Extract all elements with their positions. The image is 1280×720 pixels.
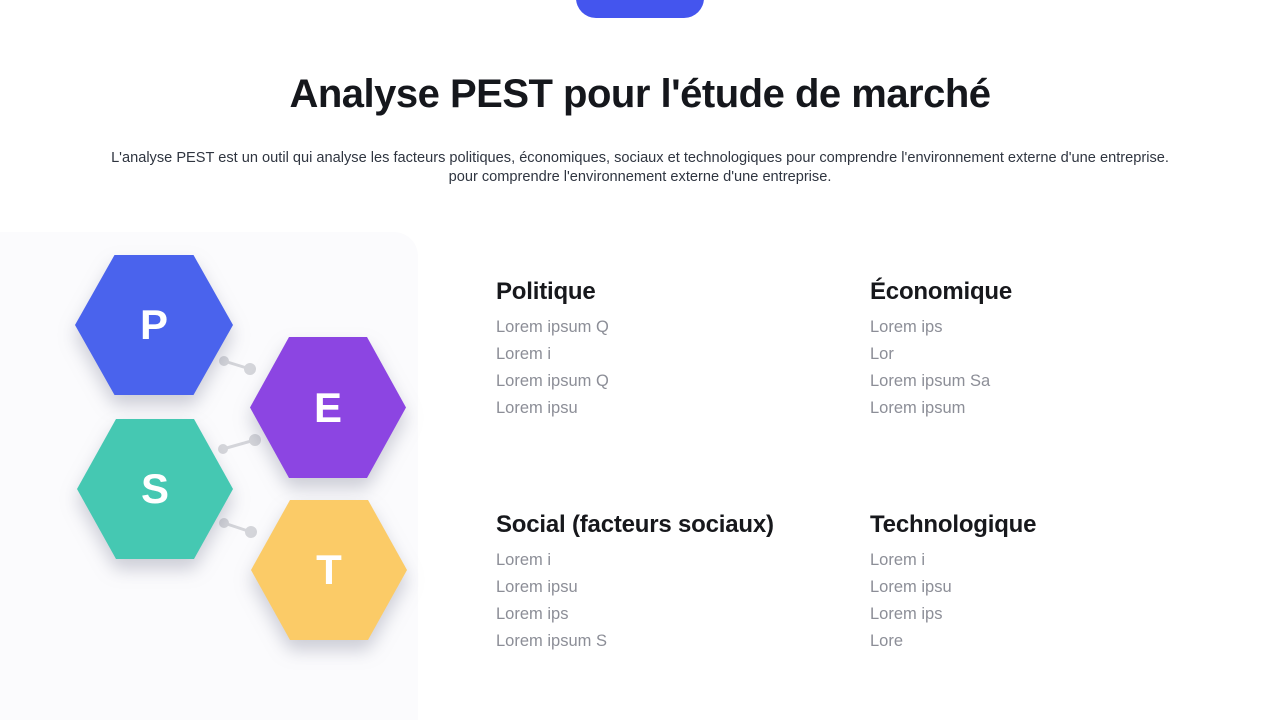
section-politique-heading: Politique bbox=[496, 278, 596, 305]
section-economique: Économique Lorem ips Lor Lorem ipsum Sa … bbox=[870, 276, 1036, 509]
hexagon-politique-shape: P bbox=[75, 255, 233, 395]
section-economique-heading: Économique bbox=[870, 278, 1013, 305]
section-social-list: Lorem i Lorem ipsu Lorem ips Lorem ipsum… bbox=[496, 547, 870, 655]
list-item: Lorem ips bbox=[870, 605, 943, 623]
section-social: Social (facteurs sociaux) Lorem i Lorem … bbox=[496, 509, 870, 655]
hexagon-politique: P bbox=[75, 255, 233, 395]
section-economique-list: Lorem ips Lor Lorem ipsum Sa Lorem ipsum bbox=[870, 314, 1036, 422]
list-item: Lorem ipsum S bbox=[496, 632, 607, 650]
hexagon-letter-p: P bbox=[139, 301, 168, 348]
page-subtitle-line1: L'analyse PEST est un outil qui analyse … bbox=[111, 150, 1169, 166]
page-title: Analyse PEST pour l'étude de marché bbox=[289, 72, 991, 116]
list-item: Lorem ipsum bbox=[870, 399, 966, 417]
hexagon-social: S bbox=[77, 419, 233, 559]
hexagon-economique: E bbox=[250, 337, 406, 478]
page-subtitle: L'analyse PEST est un outil qui analyse … bbox=[90, 149, 1190, 187]
hexagon-technologique-shape: T bbox=[251, 500, 407, 640]
section-social-heading: Social (facteurs sociaux) bbox=[496, 511, 774, 538]
list-item: Lorem i bbox=[496, 345, 552, 363]
list-item: Lorem ipsu bbox=[496, 578, 578, 596]
list-item: Lorem ipsu bbox=[870, 578, 952, 596]
list-item: Lorem ipsum Sa bbox=[870, 372, 991, 390]
list-item: Lore bbox=[870, 632, 904, 650]
pest-sections: Politique Lorem ipsum Q Lorem i Lorem ip… bbox=[496, 276, 1036, 655]
list-item: Lorem i bbox=[496, 551, 552, 569]
list-item: Lorem ipsu bbox=[496, 399, 578, 417]
list-item: Lorem ips bbox=[496, 605, 569, 623]
list-item: Lorem ipsum Q bbox=[496, 318, 609, 336]
list-item: Lor bbox=[870, 345, 894, 363]
section-politique: Politique Lorem ipsum Q Lorem i Lorem ip… bbox=[496, 276, 870, 509]
page-subtitle-line2: pour comprendre l'environnement externe … bbox=[448, 169, 832, 185]
top-action-button[interactable] bbox=[576, 0, 704, 18]
hexagon-letter-t: T bbox=[316, 546, 342, 593]
hexagon-letter-e: E bbox=[313, 383, 342, 431]
section-politique-list: Lorem ipsum Q Lorem i Lorem ipsum Q Lore… bbox=[496, 314, 870, 422]
hexagon-technologique: T bbox=[251, 500, 407, 640]
list-item: Lorem i bbox=[870, 551, 926, 569]
section-technologique-heading: Technologique bbox=[870, 511, 1037, 538]
hexagon-letter-s: S bbox=[140, 465, 169, 512]
list-item: Lorem ips bbox=[870, 318, 943, 336]
section-technologique: Technologique Lorem i Lorem ipsu Lorem i… bbox=[870, 509, 1036, 655]
hexagon-economique-shape: E bbox=[250, 337, 406, 478]
hexagon-social-shape: S bbox=[77, 419, 233, 559]
list-item: Lorem ipsum Q bbox=[496, 372, 609, 390]
section-technologique-list: Lorem i Lorem ipsu Lorem ips Lore bbox=[870, 547, 1036, 655]
